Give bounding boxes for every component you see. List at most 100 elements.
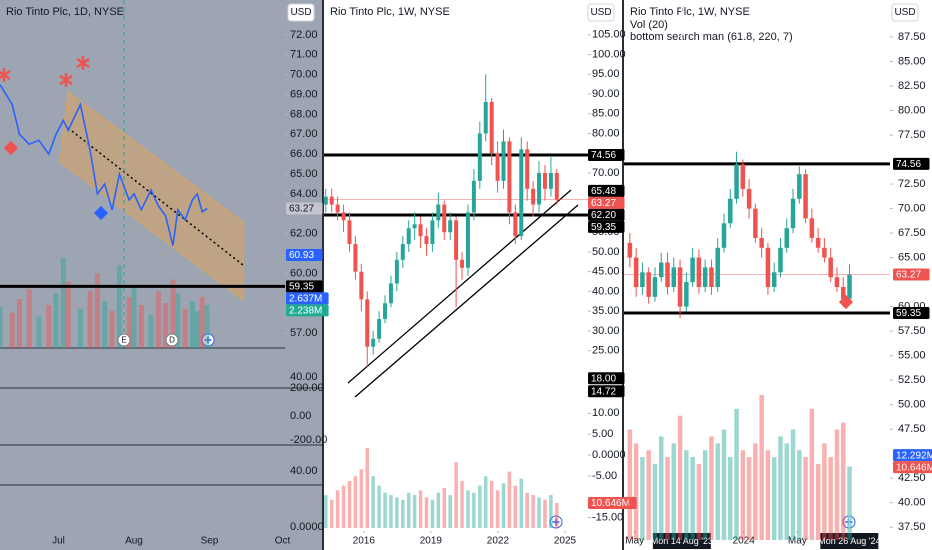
price-line-series [0, 84, 208, 246]
price-badge [286, 292, 329, 305]
volume-bar [734, 408, 739, 540]
pane-tick-label: 0.00 [290, 410, 311, 422]
candle-body [418, 224, 423, 237]
candle-body [734, 164, 739, 199]
volume-bar [690, 457, 695, 540]
y-tick-label: 25.00 [592, 345, 620, 357]
y-tick-label: 35.00 [592, 305, 620, 317]
candle-body [542, 172, 547, 189]
volume-bar [740, 450, 746, 540]
price-badge-label: 2.637M [289, 294, 322, 305]
pane-tick-label: 0.0000 [290, 521, 324, 533]
candle-body [822, 247, 827, 258]
price-badge [588, 372, 625, 385]
candle-body [548, 172, 553, 189]
candle-body [790, 198, 796, 229]
volume-bar [406, 492, 411, 528]
price-badge [588, 220, 625, 233]
panel1-drawings [0, 0, 322, 486]
currency-label: USD [894, 7, 915, 18]
volume-bar [389, 495, 393, 528]
panel-divider [322, 0, 324, 550]
candle-body [483, 101, 488, 134]
x-label-box [820, 533, 879, 549]
volume-bar [778, 436, 783, 540]
y-tick-label: 68.00 [290, 108, 318, 120]
candle-body [424, 236, 429, 245]
volume-bar [746, 457, 752, 540]
candle-body [640, 272, 645, 288]
volume-bar [519, 478, 524, 528]
pane-tick-label: 40.00 [290, 371, 318, 383]
volume-bar [448, 495, 452, 528]
volume-bar [696, 464, 702, 540]
volume-bar [383, 492, 387, 528]
volume-bar [412, 495, 417, 528]
price-badge-label: 10.646M [896, 462, 932, 473]
y2-tick-label: -15.00 [592, 511, 623, 523]
candle-body [765, 247, 771, 288]
candle-body [400, 244, 405, 260]
candle-body [412, 224, 417, 229]
volume-bar [26, 289, 32, 348]
candle-body [519, 149, 524, 237]
volume-bar [377, 485, 381, 528]
price-badge [286, 202, 323, 215]
candle-body [448, 220, 453, 233]
volume-bar [430, 499, 435, 528]
candle-body [797, 174, 802, 199]
candle-body [525, 149, 530, 189]
candle-body [784, 228, 790, 248]
candle-body [709, 267, 714, 288]
candle-body [383, 303, 388, 320]
price-badge-label: 59.35 [896, 308, 921, 319]
currency-button[interactable] [891, 3, 919, 22]
x-tick-label: 2019 [420, 536, 443, 547]
candle-body [834, 277, 840, 288]
y-tick-label: 87.50 [898, 31, 926, 43]
currency-label: USD [290, 7, 311, 18]
volume-bar [442, 488, 447, 528]
price-badge [588, 184, 625, 197]
volume-bar [633, 443, 639, 540]
volume-bar [765, 450, 771, 540]
currency-button[interactable] [287, 3, 315, 22]
volume-bar [797, 450, 802, 540]
candle-body [507, 141, 512, 213]
volume-bar [347, 480, 352, 528]
x-tick-label: 2016 [353, 536, 376, 547]
volume-bar [204, 304, 210, 348]
volume-bar [677, 415, 683, 540]
price-badge [286, 248, 323, 261]
trend-line [347, 189, 572, 384]
volume-bar [116, 265, 122, 348]
volume-bar [840, 422, 846, 540]
y-tick-label: 64.00 [290, 188, 318, 200]
y-tick-label: 70.00 [290, 69, 318, 81]
volume-bar [324, 495, 328, 528]
price-badge-label: 2.238M [289, 306, 322, 317]
volume-bar [671, 443, 677, 540]
candle-body [746, 188, 752, 209]
channel [59, 91, 244, 302]
volume-bar [640, 457, 645, 540]
volume-bar [834, 429, 840, 540]
volume-bar [652, 464, 658, 540]
price-badge [893, 268, 930, 281]
price-badge [588, 385, 625, 398]
price-badge-label: 59.35 [591, 222, 616, 233]
plus-icon [204, 336, 212, 344]
volume-bar [16, 299, 22, 348]
x-label-box [652, 533, 711, 549]
price-badge [893, 157, 930, 170]
x-tick-label: May [788, 536, 807, 547]
volume-bar [472, 492, 476, 528]
y-tick-label: 60.00 [290, 267, 318, 279]
volume-bar [483, 476, 488, 528]
volume-bar [478, 485, 482, 528]
price-badge-label: 62.20 [591, 210, 616, 221]
volume-bar [53, 293, 59, 348]
currency-button[interactable] [587, 3, 615, 22]
candle-body [353, 244, 358, 272]
y-tick-label: 30.00 [592, 325, 620, 337]
